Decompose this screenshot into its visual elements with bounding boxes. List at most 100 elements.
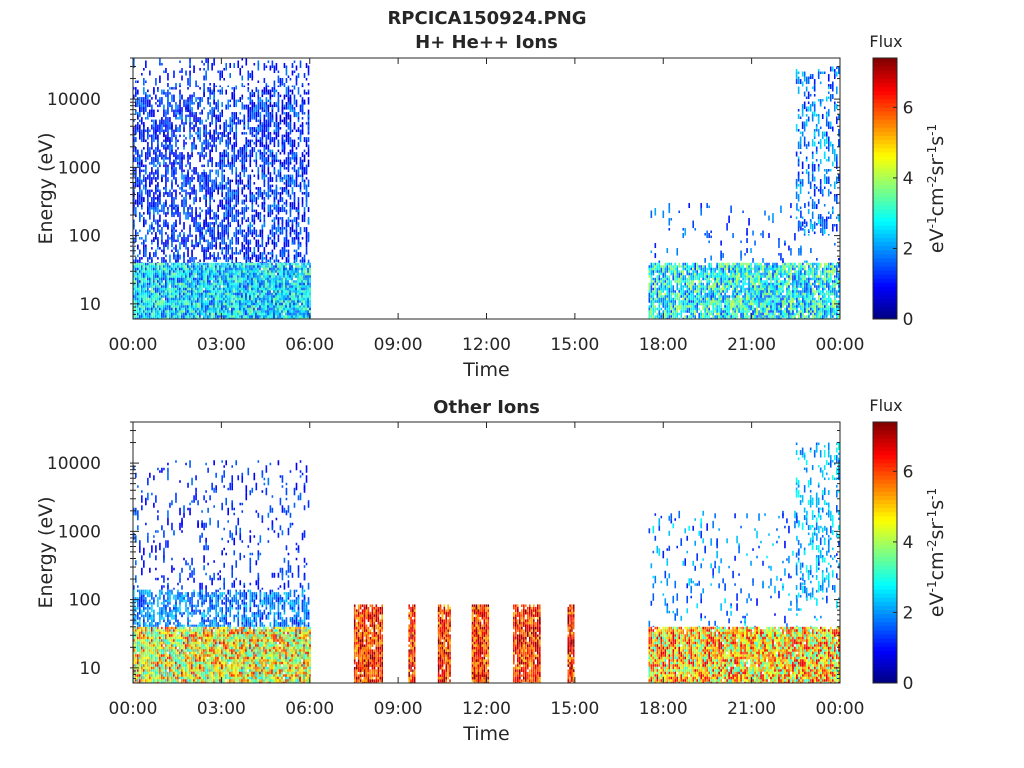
flux-cell	[133, 315, 135, 319]
flux-cell	[241, 132, 244, 135]
flux-cell	[217, 302, 219, 308]
flux-cell	[245, 184, 248, 188]
flux-cell	[169, 267, 171, 271]
flux-cell	[179, 157, 181, 165]
flux-cell	[732, 300, 734, 306]
flux-cell	[686, 285, 689, 288]
flux-cell	[265, 97, 268, 103]
flux-cell	[295, 157, 298, 165]
flux-cell	[145, 60, 147, 68]
flux-cell	[269, 312, 271, 316]
flux-cell	[139, 237, 141, 240]
flux-cell	[187, 154, 189, 160]
flux-cell	[241, 217, 244, 225]
flux-cell	[253, 147, 256, 153]
flux-cell	[229, 287, 231, 291]
flux-cell	[229, 222, 232, 225]
flux-cell	[281, 144, 284, 153]
flux-cell	[187, 275, 189, 278]
flux-cell	[285, 297, 287, 301]
flux-cell	[704, 317, 706, 319]
flux-cell	[207, 132, 209, 135]
flux-cell	[295, 287, 297, 291]
flux-cell	[271, 315, 273, 319]
flux-cell	[213, 315, 215, 319]
flux-cell	[299, 265, 301, 268]
flux-cell	[203, 92, 205, 98]
flux-cell	[309, 265, 311, 268]
flux-cell	[275, 277, 277, 281]
flux-cell	[291, 275, 293, 278]
flux-cell	[185, 179, 187, 183]
flux-cell	[243, 275, 245, 278]
flux-cell	[291, 305, 293, 308]
flux-cell	[211, 254, 213, 258]
flux-cell	[143, 169, 145, 173]
flux-cell	[283, 275, 285, 278]
flux-cell	[195, 114, 197, 120]
flux-cell	[648, 310, 651, 316]
flux-cell	[257, 290, 259, 293]
flux-cell	[285, 229, 288, 238]
flux-cell	[297, 317, 299, 319]
flux-cell	[225, 227, 227, 235]
flux-cell	[249, 229, 252, 235]
flux-cell	[207, 182, 209, 188]
flux-cell	[299, 134, 302, 143]
flux-cell	[225, 212, 227, 220]
flux-cell	[243, 114, 246, 123]
flux-cell	[149, 162, 151, 165]
flux-cell	[712, 282, 714, 291]
flux-cell	[203, 63, 205, 66]
flux-cell	[263, 179, 266, 188]
flux-cell	[658, 302, 661, 306]
flux-cell	[267, 144, 270, 153]
flux-cell	[247, 117, 250, 120]
flux-cell	[159, 149, 161, 158]
flux-cell	[207, 265, 209, 268]
flux-cell	[167, 117, 169, 125]
flux-cell	[209, 295, 211, 298]
flux-cell	[195, 305, 197, 308]
flux-cell	[690, 317, 693, 319]
flux-cell	[193, 317, 195, 319]
flux-cell	[307, 132, 310, 135]
flux-cell	[269, 297, 271, 301]
flux-cell	[648, 282, 651, 291]
flux-cell	[219, 124, 221, 130]
flux-cell	[235, 142, 238, 148]
flux-cell	[690, 280, 693, 286]
flux-cell	[153, 89, 155, 95]
flux-cell	[175, 83, 177, 88]
flux-cell	[275, 189, 278, 193]
flux-cell	[143, 197, 145, 203]
flux-cell	[263, 310, 265, 313]
flux-cell	[297, 312, 299, 316]
flux-cell	[203, 107, 205, 110]
flux-cell	[207, 97, 209, 100]
flux-cell	[233, 265, 235, 268]
flux-cell	[297, 184, 300, 188]
flux-cell	[259, 262, 262, 263]
flux-cell	[303, 285, 305, 288]
flux-cell	[265, 192, 268, 198]
flux-cell	[259, 214, 262, 223]
flux-cell	[137, 232, 139, 235]
flux-cell	[247, 300, 249, 303]
flux-cell	[135, 229, 137, 238]
flux-cell	[177, 290, 179, 298]
flux-cell	[211, 297, 213, 301]
flux-cell	[159, 267, 161, 271]
flux-cell	[133, 277, 135, 281]
flux-cell	[247, 249, 250, 258]
flux-cell	[273, 144, 276, 148]
flux-cell	[223, 184, 225, 190]
flux-cell	[219, 119, 221, 123]
flux-cell	[147, 144, 149, 148]
flux-cell	[151, 207, 153, 210]
flux-cell	[656, 287, 659, 296]
flux-cell	[277, 219, 280, 228]
flux-cell	[179, 152, 181, 160]
flux-cell	[175, 224, 177, 228]
flux-cell	[257, 177, 260, 180]
